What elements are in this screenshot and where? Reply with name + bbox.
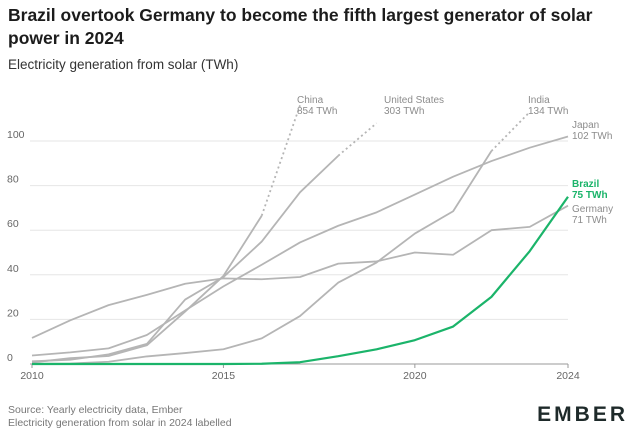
series-line-india [31,150,493,365]
y-tick-label-60: 60 [7,218,19,230]
series-label-united-states: United States [384,95,444,106]
chart-subtitle: Electricity generation from solar (TWh) [8,57,239,72]
series-line-china [31,215,263,364]
label-note: Electricity generation from solar in 202… [8,417,232,429]
source-note: Source: Yearly electricity data, Ember [8,404,183,416]
y-tick-label-20: 20 [7,307,19,319]
x-tick-label-2024: 2024 [556,370,580,382]
chart-title: Brazil overtook Germany to become the fi… [8,5,593,48]
series-line-japan [31,135,569,357]
series-line-united-states [31,155,339,363]
series-value-label-china: 854 TWh [297,106,337,117]
series-label-germany: Germany [572,204,613,215]
series-value-label-germany: 71 TWh [572,215,607,226]
x-tick-label-2015: 2015 [212,370,236,382]
series-line-germany [31,204,569,339]
series-label-china: China [297,95,324,106]
series-dotted-tail-united-states [337,122,378,157]
series-dotted-tail-india [490,111,531,152]
y-tick-label-0: 0 [7,352,13,364]
series-value-label-brazil: 75 TWh [572,190,608,201]
x-tick-label-2010: 2010 [20,370,44,382]
y-tick-label-40: 40 [7,263,19,275]
series-label-brazil: Brazil [572,179,599,190]
footer: Source: Yearly electricity data, Ember E… [8,404,232,430]
series-line-brazil [32,196,569,366]
series-label-japan: Japan [572,120,599,131]
series-value-label-united-states: 303 TWh [384,106,424,117]
series-value-label-india: 134 TWh [528,106,568,117]
ember-logo: EMBER [537,403,628,426]
y-tick-label-80: 80 [7,174,19,186]
x-tick-label-2020: 2020 [403,370,427,382]
series-label-india: India [528,95,550,106]
series-value-label-japan: 102 TWh [572,131,612,142]
y-tick-label-100: 100 [7,129,25,141]
